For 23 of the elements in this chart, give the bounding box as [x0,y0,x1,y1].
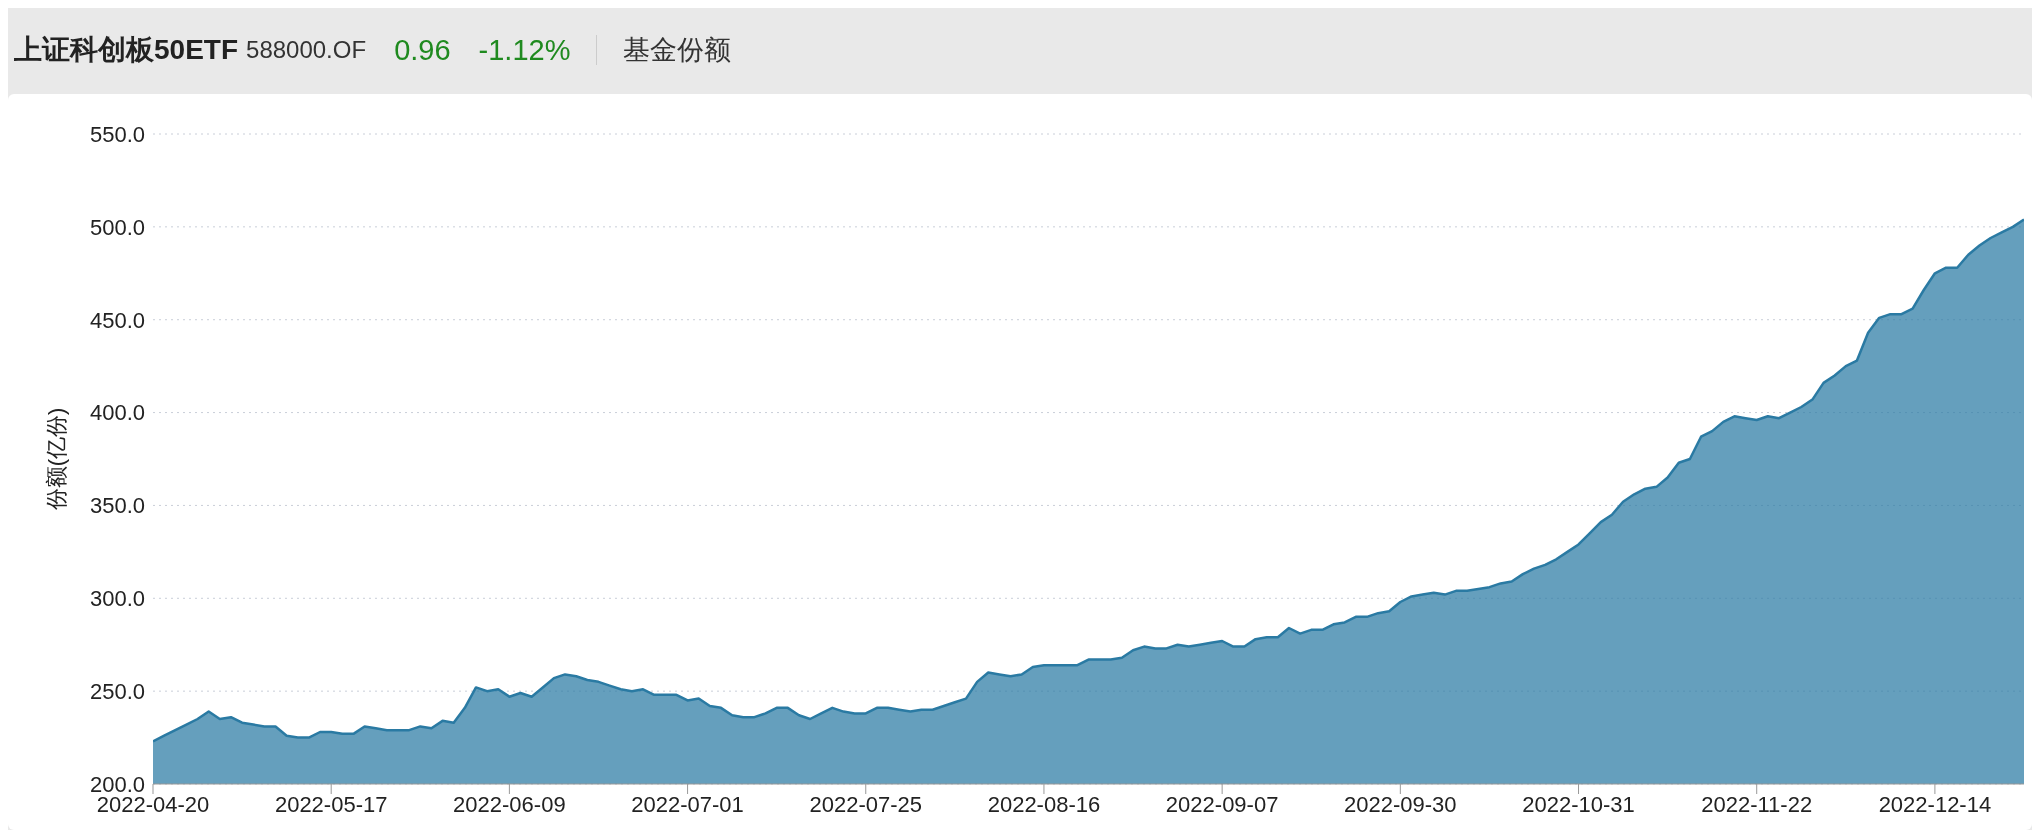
text: 0.96 [394,33,451,67]
text: -1.12% [478,33,571,67]
x-tick-label: 2022-05-17 [274,791,388,817]
x-tick-label: 2022-07-01 [631,791,744,817]
x-tick-label: 2022-06-09 [453,791,566,817]
x-tick-label: 2022-12-14 [1878,791,1992,817]
y-tick-label: 450.0 [89,307,145,333]
chart-title: 上证科创板50ETF [14,33,239,67]
x-tick-label: 2022-07-25 [809,791,923,817]
x-tick-label: 2022-08-16 [987,791,1101,817]
chart-subtitle: 588000.OF [246,36,367,64]
y-tick-label: 550.0 [89,121,145,147]
y-tick-label: 400.0 [89,400,145,426]
y-tick-label: 300.0 [89,586,145,612]
y-tick-label: 250.0 [89,678,145,704]
x-tick-label: 2022-11-22 [1701,791,1813,817]
y-tick-label: 350.0 [89,493,145,519]
y-tick-label: 500.0 [89,214,145,240]
x-tick-label: 2022-09-30 [1344,791,1457,817]
x-tick-label: 2022-10-31 [1522,791,1635,817]
x-tick-label: 2022-09-07 [1165,791,1279,817]
y-axis-title: 份额(亿份) [43,407,69,511]
text: 基金份额 [623,34,732,67]
